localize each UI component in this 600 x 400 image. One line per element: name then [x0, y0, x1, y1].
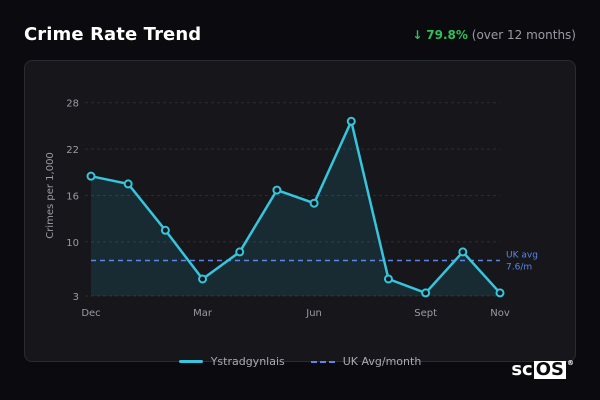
reference-line-group: UK avg 7.6/m: [91, 250, 538, 272]
scos-logo: sc OS ®: [511, 359, 574, 380]
chart-title: Crime Rate Trend: [24, 24, 202, 45]
data-points: [86, 116, 505, 298]
data-point: [346, 116, 356, 126]
down-arrow-icon: ↓: [412, 28, 423, 42]
legend-item-series[interactable]: Ystradgynlais: [178, 355, 285, 368]
logo-text-a: sc: [511, 359, 533, 380]
legend-swatch-uk-avg: [310, 360, 335, 363]
data-point: [86, 171, 96, 181]
data-point: [160, 225, 170, 235]
change-summary: ↓ 79.8% (over 12 months): [412, 28, 576, 42]
data-point: [272, 185, 282, 195]
data-point: [309, 198, 319, 208]
x-tick-label: Sept: [414, 308, 437, 319]
series-line: [90, 120, 501, 295]
y-tick-label: 10: [66, 238, 79, 249]
x-tick-label: Jun: [305, 308, 322, 319]
logo-registered-mark: ®: [567, 359, 574, 367]
data-point: [123, 179, 133, 189]
series-area: [91, 121, 500, 297]
y-tick-label: 16: [66, 192, 79, 203]
data-point: [235, 247, 245, 257]
data-point: [458, 247, 468, 257]
x-tick-label: Dec: [81, 308, 100, 319]
chart-card: [24, 60, 576, 362]
data-point: [198, 274, 208, 284]
legend-swatch-series: [178, 360, 203, 363]
axis-labels: 3 10 16 22 28 Crimes per 1,000 Dec Mar Jun Sept No…: [45, 99, 510, 319]
y-tick-label: 28: [66, 99, 79, 110]
area-fill: [91, 121, 500, 297]
series-line-group: [90, 120, 501, 295]
data-point: [383, 274, 393, 284]
y-tick-label: 22: [66, 145, 79, 156]
uk-avg-value-label: 7.6/m: [506, 262, 532, 272]
legend-label-series: Ystradgynlais: [210, 355, 285, 368]
legend-item-uk-avg[interactable]: UK Avg/month: [310, 355, 422, 368]
logo-text-b: OS: [533, 358, 566, 380]
legend: Ystradgynlais UK Avg/month: [0, 355, 600, 368]
uk-avg-label: UK avg: [506, 250, 538, 260]
legend-label-uk-avg: UK Avg/month: [342, 355, 422, 368]
change-percent: 79.8%: [426, 28, 468, 42]
x-tick-label: Mar: [193, 308, 213, 319]
y-axis-label: Crimes per 1,000: [45, 152, 56, 239]
y-tick-label: 3: [73, 292, 79, 303]
data-point: [421, 288, 431, 298]
x-tick-label: Nov: [490, 308, 510, 319]
data-point: [495, 288, 505, 298]
change-note: (over 12 months): [471, 28, 576, 42]
